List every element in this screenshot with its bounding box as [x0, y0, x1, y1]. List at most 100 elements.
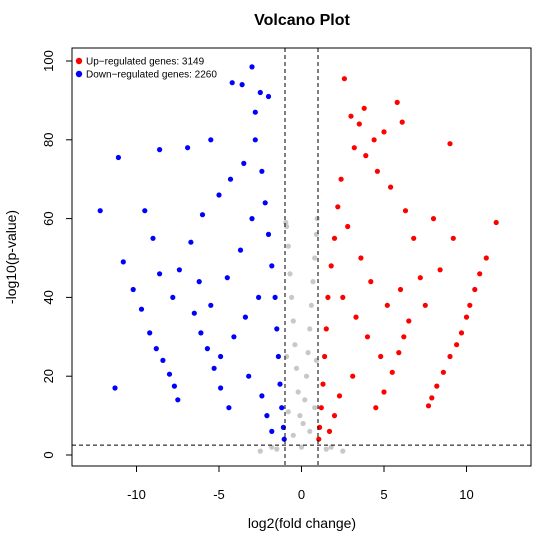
point-0-11: [477, 271, 483, 277]
series-2: [257, 216, 346, 454]
point-2-28: [340, 448, 346, 454]
x-tick-label-0: -10: [127, 487, 146, 502]
point-1-3: [252, 109, 258, 115]
point-1-4: [239, 82, 245, 88]
x-axis-label: log2(fold change): [248, 515, 356, 531]
point-0-23: [401, 334, 407, 340]
point-2-10: [290, 318, 296, 324]
point-1-13: [120, 259, 126, 265]
point-1-29: [188, 239, 194, 245]
point-0-7: [399, 119, 405, 125]
point-2-3: [302, 397, 308, 403]
point-1-39: [272, 294, 278, 300]
point-1-25: [211, 365, 217, 371]
point-0-14: [463, 314, 470, 320]
point-0-50: [397, 286, 404, 293]
point-0-10: [483, 255, 489, 261]
point-2-13: [310, 279, 316, 285]
y-tick-label-2: 40: [41, 290, 56, 304]
point-0-57: [364, 334, 371, 340]
point-1-1: [257, 89, 263, 96]
point-0-12: [472, 286, 478, 293]
point-0-59: [350, 373, 356, 379]
point-2-22: [290, 432, 296, 438]
point-0-56: [353, 314, 359, 320]
point-0-31: [388, 184, 394, 190]
point-0-38: [328, 263, 334, 269]
point-1-42: [277, 381, 283, 387]
point-0-48: [368, 279, 374, 285]
point-0-17: [447, 353, 453, 360]
point-2-24: [285, 409, 291, 415]
chart-title: Volcano Plot: [254, 12, 350, 29]
x-tick-label-1: -5: [213, 487, 225, 502]
point-1-19: [166, 371, 173, 377]
point-1-59: [259, 393, 265, 399]
legend-up-marker: [75, 57, 83, 65]
series-0: [316, 76, 499, 442]
point-1-0: [249, 64, 255, 70]
point-2-5: [303, 373, 310, 379]
point-2-21: [307, 428, 313, 434]
point-0-37: [331, 235, 338, 241]
point-1-56: [231, 334, 237, 340]
point-1-11: [97, 208, 103, 214]
point-1-58: [246, 373, 252, 379]
series-1: [97, 64, 287, 442]
point-0-6: [394, 99, 400, 105]
point-0-32: [374, 168, 380, 174]
point-0-55: [340, 294, 346, 300]
point-2-16: [285, 243, 291, 249]
point-0-60: [336, 393, 343, 399]
point-0-25: [389, 369, 395, 375]
legend-down-label: Down−regulated genes: 2260: [86, 70, 217, 81]
point-0-15: [458, 330, 465, 336]
point-2-14: [287, 271, 293, 277]
point-1-32: [227, 176, 234, 182]
point-0-5: [381, 129, 387, 135]
x-axis-ticks: -10 -5 0 5 10: [127, 466, 474, 502]
point-1-6: [208, 137, 214, 143]
point-0-24: [396, 350, 402, 356]
point-1-41: [275, 353, 281, 360]
point-1-51: [170, 294, 176, 300]
point-1-61: [269, 428, 275, 434]
point-1-7: [185, 145, 191, 151]
y-axis-ticks: 0 20 40 60 80 100: [41, 50, 72, 459]
point-0-40: [323, 326, 329, 332]
point-1-30: [199, 212, 206, 218]
point-1-40: [274, 326, 280, 332]
point-2-31: [328, 444, 334, 450]
point-0-62: [326, 428, 333, 434]
point-2-0: [298, 444, 305, 450]
point-0-1: [348, 113, 354, 119]
y-tick-label-0: 0: [41, 451, 56, 458]
point-0-28: [417, 275, 423, 281]
point-1-24: [204, 346, 210, 352]
point-1-46: [249, 216, 255, 222]
point-0-52: [437, 267, 443, 273]
point-1-55: [242, 314, 248, 320]
point-0-46: [345, 223, 351, 230]
point-0-8: [447, 141, 453, 147]
point-1-2: [265, 93, 272, 100]
point-0-4: [371, 137, 377, 143]
point-0-51: [422, 302, 428, 308]
point-1-15: [138, 306, 145, 312]
point-1-8: [157, 147, 163, 153]
point-0-53: [450, 235, 456, 241]
point-0-43: [318, 405, 324, 411]
point-1-57: [218, 353, 224, 360]
point-0-0: [341, 76, 347, 82]
point-1-5: [229, 80, 235, 86]
point-2-1: [300, 420, 306, 427]
point-1-23: [198, 330, 204, 336]
point-2-4: [295, 389, 301, 395]
point-0-22: [406, 318, 412, 324]
point-0-49: [384, 302, 390, 308]
point-1-35: [259, 168, 265, 174]
point-0-2: [356, 121, 362, 127]
point-2-8: [292, 342, 298, 348]
